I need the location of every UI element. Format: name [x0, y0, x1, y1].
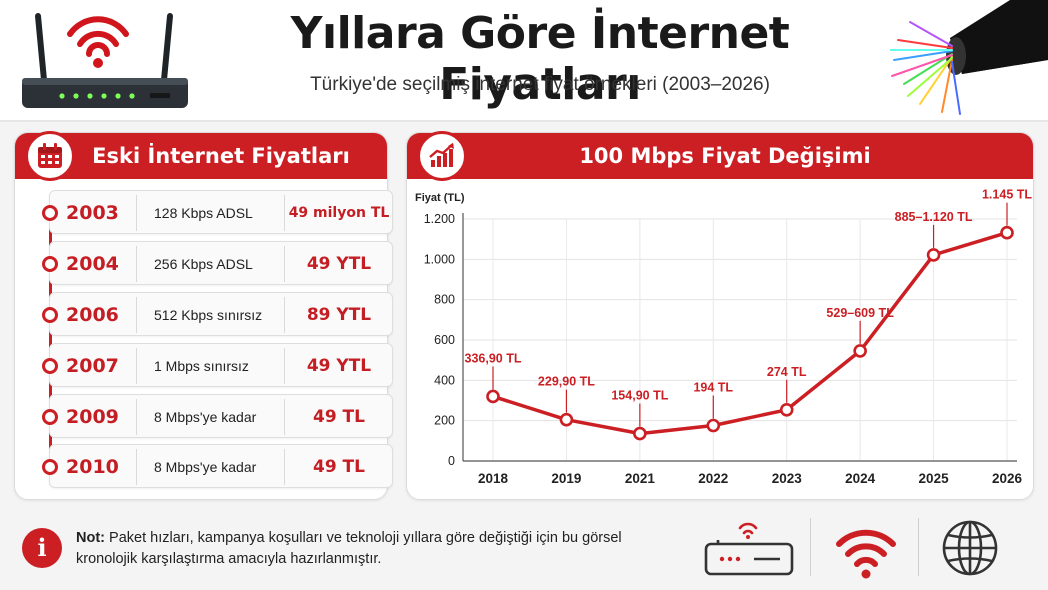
- data-point: [633, 426, 647, 441]
- info-icon: i: [22, 528, 62, 568]
- note-text: Paket hızları, kampanya koşulları ve tek…: [76, 530, 622, 567]
- y-tick-label: 400: [434, 373, 455, 387]
- row-price: 49 YTL: [306, 254, 372, 274]
- row-price: 49 TL: [312, 407, 365, 427]
- timeline-dot: [42, 409, 58, 425]
- note-label: Not:: [76, 530, 105, 546]
- price-row: 2010 8 Mbps'ye kadar 49 TL: [42, 444, 393, 488]
- series-line: [491, 230, 1009, 436]
- x-tick-label: 2026: [992, 471, 1023, 486]
- timeline-dot: [42, 256, 58, 272]
- data-point: [486, 389, 500, 404]
- data-label: 885–1.120 TL: [895, 210, 973, 224]
- y-tick-label: 1.200: [424, 212, 455, 226]
- x-tick-label: 2024: [845, 471, 876, 486]
- old-prices-title: Eski İnternet Fiyatları: [92, 144, 350, 168]
- timeline-dot: [42, 358, 58, 374]
- price-row: 2003 128 Kbps ADSL 49 milyon TL: [42, 190, 393, 234]
- row-year: 2003: [66, 202, 119, 224]
- price-change-title: 100 Mbps Fiyat Değişimi: [579, 144, 871, 168]
- old-prices-panel: Eski İnternet Fiyatları 2003 128 Kbps AD…: [14, 131, 393, 500]
- router-icon: [22, 13, 188, 108]
- data-label: 154,90 TL: [611, 389, 668, 403]
- data-label: 194 TL: [693, 381, 733, 395]
- price-change-header: 100 Mbps Fiyat Değişimi: [407, 133, 1033, 179]
- row-year: 2010: [66, 456, 119, 478]
- calendar-icon: [25, 131, 75, 181]
- row-price: 49 YTL: [306, 356, 372, 376]
- data-point: [853, 344, 867, 358]
- router-icon: [704, 522, 794, 576]
- timeline-dot: [42, 205, 58, 221]
- data-label: 336,90 TL: [465, 351, 522, 365]
- timeline-dot: [42, 307, 58, 323]
- wifi-icon: [67, 16, 129, 68]
- footer-divider: [918, 518, 919, 576]
- row-speed: 1 Mbps sınırsız: [154, 358, 249, 374]
- footer-divider: [810, 518, 811, 576]
- row-speed: 512 Kbps sınırsız: [154, 307, 263, 323]
- price-row: 2006 512 Kbps sınırsız 89 YTL: [42, 292, 393, 336]
- fiber-cable-icon: [890, 0, 1048, 115]
- x-tick-label: 2025: [919, 471, 950, 486]
- x-tick-label: 2021: [625, 471, 656, 486]
- data-label: 229,90 TL: [538, 375, 595, 389]
- price-row: 2009 8 Mbps'ye kadar 49 TL: [42, 394, 393, 438]
- y-tick-label: 600: [434, 333, 455, 347]
- row-year: 2006: [66, 304, 119, 326]
- page-subtitle: Türkiye'de seçilmiş internet fiyat örnek…: [310, 74, 770, 95]
- x-tick-label: 2022: [698, 471, 728, 486]
- y-tick-label: 0: [448, 454, 455, 468]
- x-tick-label: 2018: [478, 471, 509, 486]
- row-price: 49 TL: [312, 457, 365, 477]
- old-prices-header: Eski İnternet Fiyatları: [15, 133, 387, 179]
- wifi-icon: [836, 529, 896, 579]
- y-tick-label: 800: [434, 293, 455, 307]
- page-title: Yıllara Göre İnternet Fiyatları: [290, 8, 790, 110]
- data-point: [926, 248, 941, 262]
- row-speed: 128 Kbps ADSL: [154, 205, 253, 221]
- footer-note: Not: Paket hızları, kampanya koşulları v…: [76, 528, 636, 570]
- data-point: [779, 402, 794, 417]
- footer-icon-row: [704, 520, 998, 579]
- line-chart: Fiyat (TL) 0 200 400 600 800 1.000 1.200 2018 201…: [415, 188, 1032, 486]
- data-point: [559, 412, 574, 427]
- growth-chart-icon: [417, 131, 467, 181]
- row-year: 2009: [66, 406, 119, 428]
- price-row: 2007 1 Mbps sınırsız 49 YTL: [42, 343, 393, 387]
- row-price: 89 YTL: [306, 305, 372, 325]
- data-point: [1000, 225, 1014, 240]
- row-speed: 8 Mbps'ye kadar: [154, 459, 257, 475]
- row-year: 2007: [66, 355, 119, 377]
- y-tick-label: 1.000: [424, 252, 455, 266]
- data-label: 1.145 TL: [982, 188, 1032, 202]
- data-point: [706, 418, 721, 433]
- x-tick-label: 2023: [772, 471, 803, 486]
- timeline-dot: [42, 459, 58, 475]
- price-change-panel: 100 Mbps Fiyat Değişimi Fiyat (TL) 0 200 40…: [406, 131, 1034, 500]
- x-tick-label: 2019: [551, 471, 581, 486]
- header-divider: [0, 120, 1048, 122]
- y-tick-label: 200: [434, 414, 455, 428]
- price-row: 2004 256 Kbps ADSL 49 YTL: [42, 241, 393, 285]
- row-speed: 256 Kbps ADSL: [154, 256, 253, 272]
- header: Yıllara Göre İnternet Fiyatları Türkiye'…: [0, 0, 1048, 120]
- y-axis-label: Fiyat (TL): [415, 192, 465, 204]
- data-label: 274 TL: [767, 365, 807, 379]
- row-price: 49 milyon TL: [288, 205, 390, 221]
- row-speed: 8 Mbps'ye kadar: [154, 409, 257, 425]
- globe-icon: [942, 520, 998, 576]
- row-year: 2004: [66, 253, 119, 275]
- data-label: 529–609 TL: [826, 306, 894, 320]
